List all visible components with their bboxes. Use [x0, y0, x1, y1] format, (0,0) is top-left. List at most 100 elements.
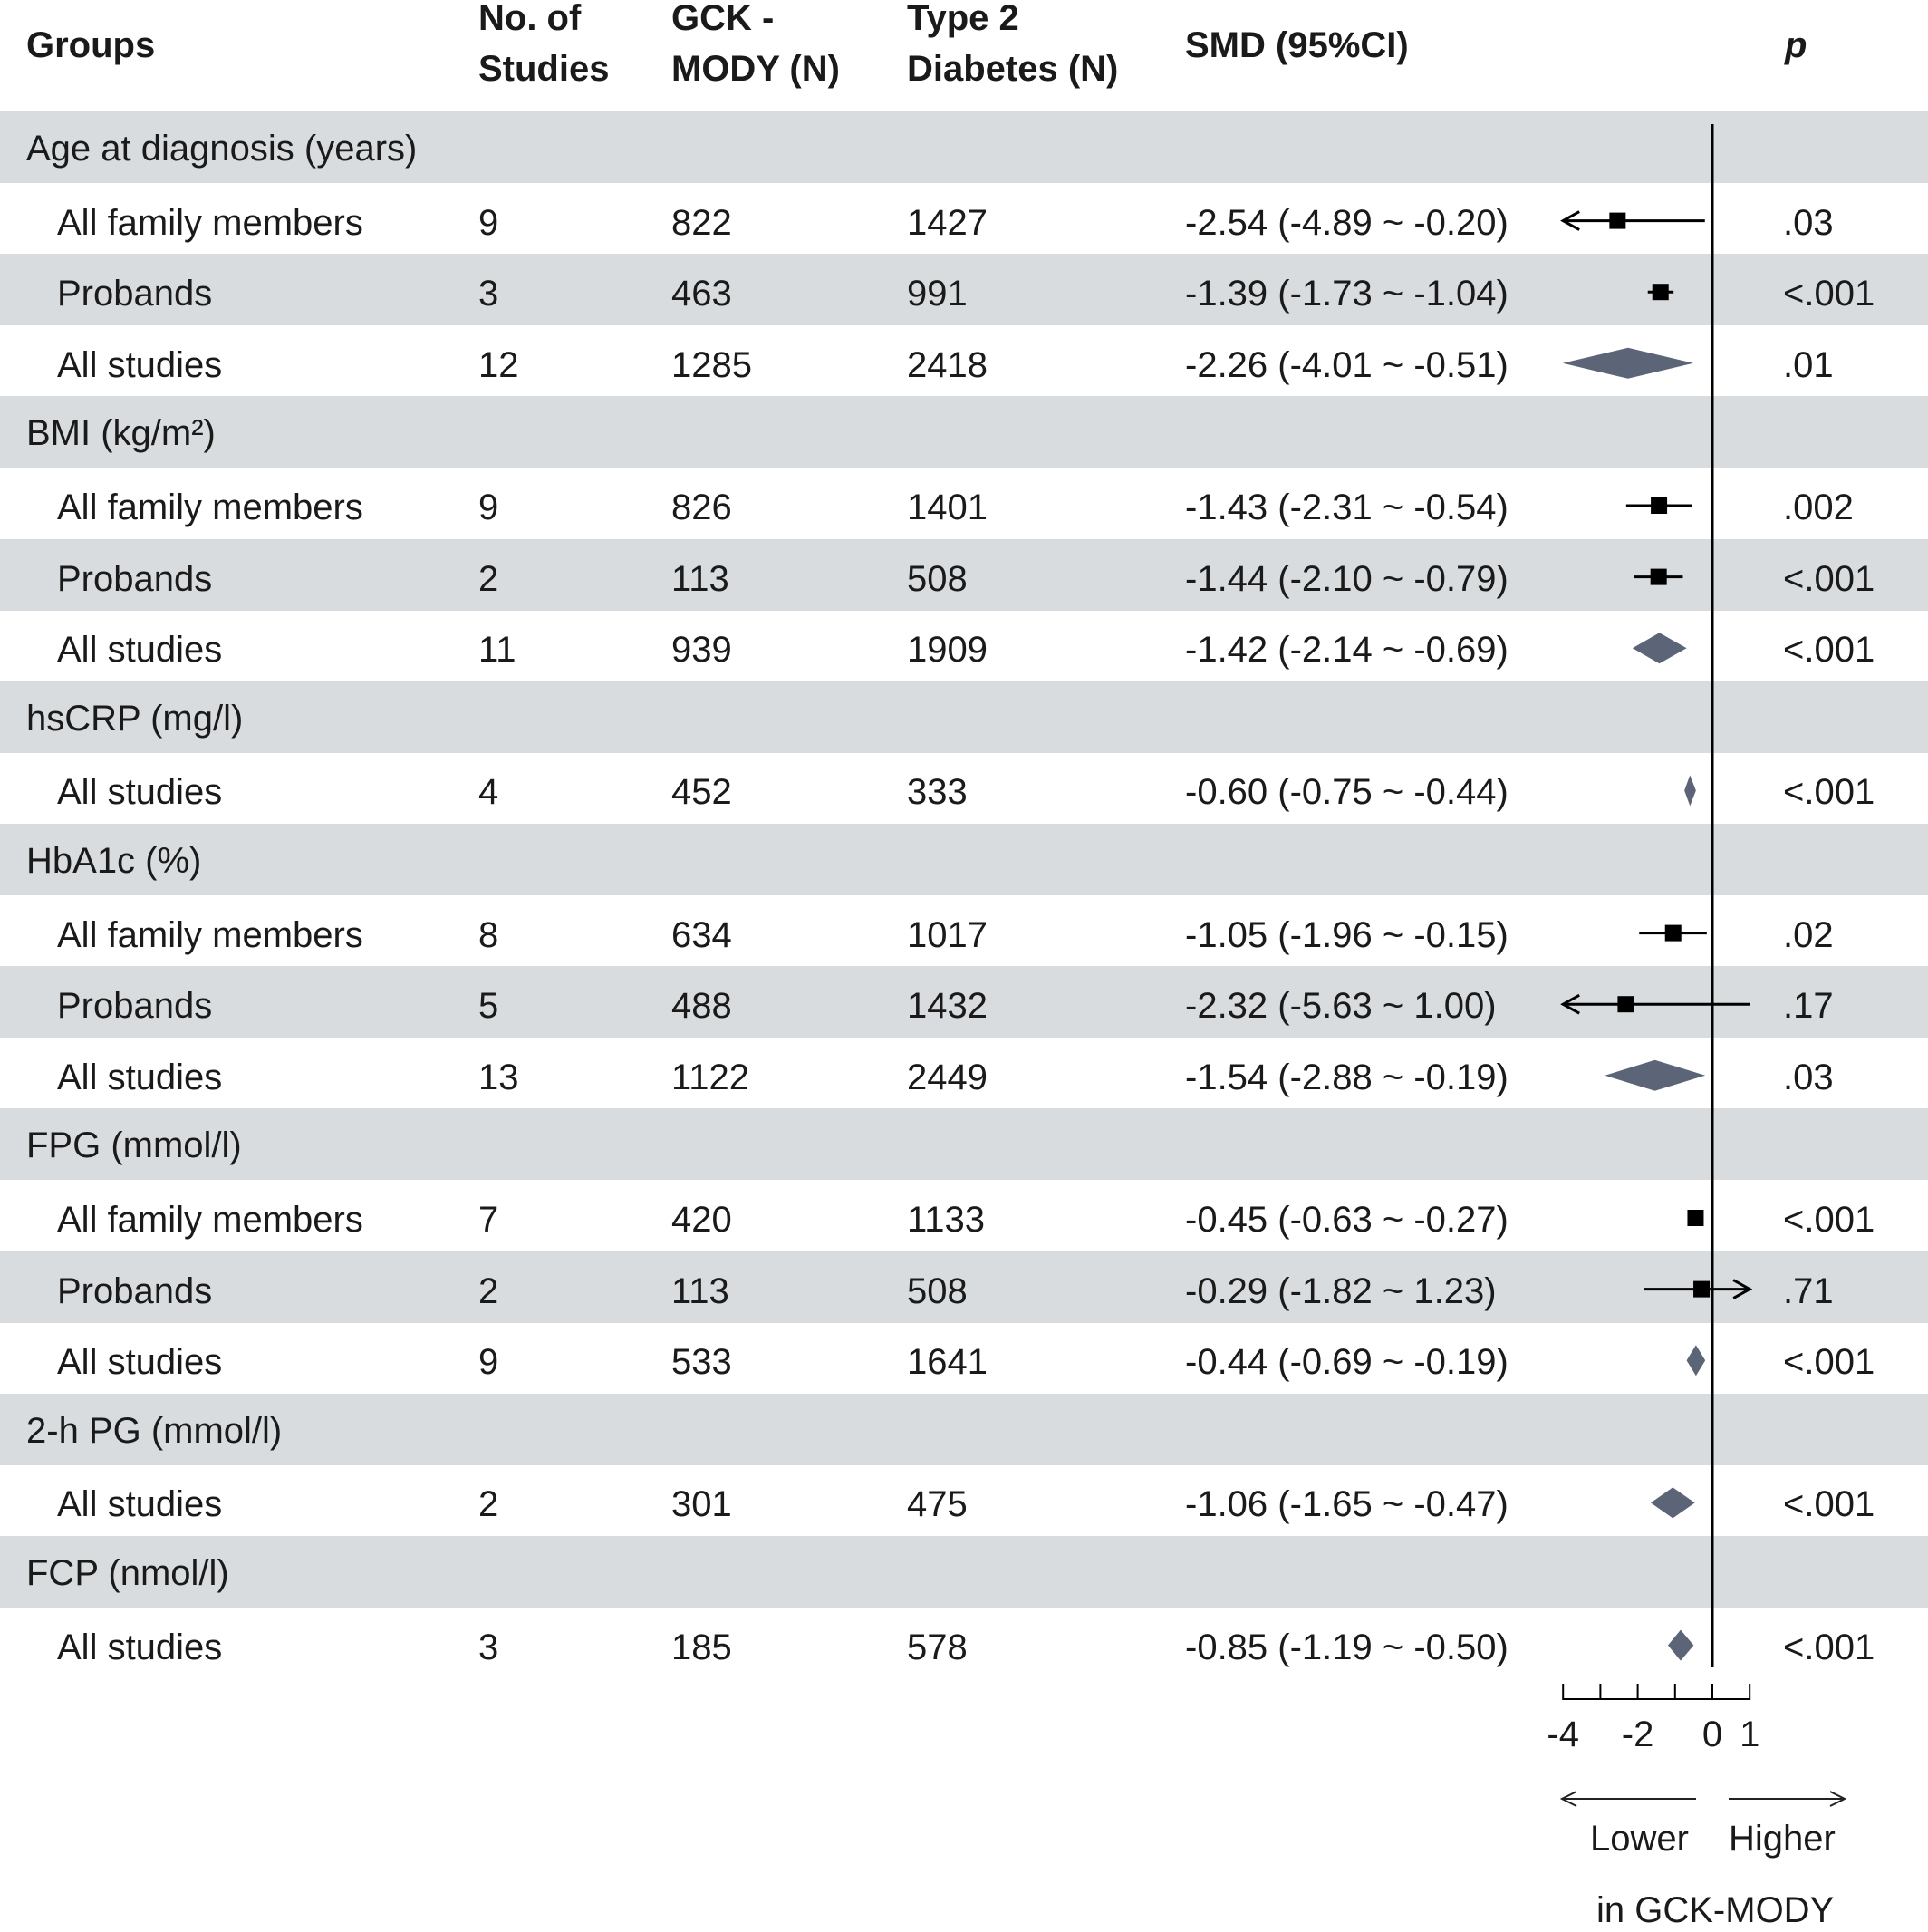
subgroup-label: All family members — [57, 488, 363, 527]
subgroup-label: All family members — [57, 1200, 363, 1240]
studies-cell: 4 — [478, 772, 499, 813]
header-studies-line2: Studies — [478, 49, 610, 89]
group-band — [0, 1393, 1928, 1465]
subgroup-label: All family members — [57, 202, 363, 243]
t2d-n-cell: 475 — [907, 1484, 968, 1525]
header-smd: SMD (95%CI) — [1185, 25, 1409, 65]
studies-cell: 3 — [478, 274, 499, 314]
p-value-cell: <.001 — [1783, 772, 1875, 813]
t2d-n-cell: 2449 — [907, 1057, 988, 1097]
group-band — [0, 824, 1928, 895]
header-t2d-line1: Type 2 — [907, 0, 1019, 38]
group-band — [0, 681, 1928, 753]
group-title: hsCRP (mg/l) — [26, 698, 244, 739]
smd-ci-cell: -2.26 (-4.01 ~ -0.51) — [1185, 344, 1509, 385]
subgroup-label: All studies — [57, 630, 223, 671]
direction-lower-label: Lower — [1590, 1819, 1689, 1859]
p-value-cell: .02 — [1783, 914, 1834, 955]
t2d-n-cell: 333 — [907, 772, 968, 813]
ci-arrow-right — [1732, 1279, 1753, 1299]
t2d-n-cell: 1017 — [907, 914, 988, 955]
group-title: 2-h PG (mmol/l) — [26, 1410, 283, 1451]
smd-ci-cell: -0.44 (-0.69 ~ -0.19) — [1185, 1342, 1509, 1383]
gck-mody-n-cell: 822 — [671, 202, 732, 243]
x-tick-label: -4 — [1547, 1715, 1579, 1754]
x-tick-label: -2 — [1622, 1715, 1654, 1754]
summary-diamond — [1686, 1345, 1706, 1377]
row-band — [0, 538, 1928, 611]
header-t2d: Type 2 Diabetes (N) — [907, 0, 1118, 94]
group-title: BMI (kg/m²) — [26, 413, 216, 454]
studies-cell: 12 — [478, 344, 519, 385]
t2d-n-cell: 1432 — [907, 986, 988, 1027]
p-value-cell: <.001 — [1783, 274, 1875, 314]
t2d-n-cell: 1909 — [907, 630, 988, 671]
t2d-n-cell: 1641 — [907, 1342, 988, 1383]
studies-cell: 13 — [478, 1057, 519, 1097]
direction-higher-label: Higher — [1729, 1819, 1836, 1859]
summary-diamond — [1684, 775, 1696, 807]
subgroup-label: All studies — [57, 772, 223, 813]
ci-arrow-left — [1560, 993, 1580, 1015]
higher-direction-arrow — [1729, 1791, 1847, 1807]
gck-mody-n-cell: 939 — [671, 630, 732, 671]
row-band — [0, 966, 1928, 1038]
header-gck-line1: GCK - — [671, 0, 775, 38]
point-estimate-square — [1652, 284, 1669, 301]
subgroup-label: All family members — [57, 914, 363, 955]
p-value-cell: .71 — [1783, 1270, 1834, 1311]
smd-ci-cell: -1.44 (-2.10 ~ -0.79) — [1185, 558, 1509, 599]
smd-ci-cell: -1.39 (-1.73 ~ -1.04) — [1185, 274, 1509, 314]
subgroup-label: Probands — [57, 274, 213, 314]
studies-cell: 2 — [478, 1484, 499, 1525]
p-value-cell: <.001 — [1783, 558, 1875, 599]
summary-diamond — [1632, 633, 1687, 664]
p-value-cell: .01 — [1783, 344, 1834, 385]
gck-mody-n-cell: 1285 — [671, 344, 752, 385]
studies-cell: 5 — [478, 986, 499, 1027]
smd-ci-cell: -0.45 (-0.63 ~ -0.27) — [1185, 1200, 1509, 1240]
gck-mody-n-cell: 113 — [671, 1270, 729, 1311]
group-title: FCP (nmol/l) — [26, 1553, 229, 1593]
subgroup-label: All studies — [57, 1057, 223, 1097]
t2d-n-cell: 1427 — [907, 202, 988, 243]
point-estimate-square — [1650, 568, 1667, 585]
gck-mody-n-cell: 634 — [671, 914, 732, 955]
summary-diamond — [1667, 1629, 1694, 1661]
gck-mody-n-cell: 1122 — [671, 1057, 750, 1097]
point-estimate-square — [1664, 924, 1682, 942]
subgroup-label: All studies — [57, 1627, 223, 1667]
header-p: p — [1785, 25, 1808, 65]
p-value-cell: <.001 — [1783, 1484, 1875, 1525]
studies-cell: 2 — [478, 558, 499, 599]
gck-mody-n-cell: 301 — [671, 1484, 732, 1525]
header-studies: No. of Studies — [478, 0, 609, 94]
lower-direction-arrow — [1559, 1791, 1696, 1807]
gck-mody-n-cell: 533 — [671, 1342, 732, 1383]
group-band — [0, 396, 1928, 469]
p-value-cell: .002 — [1783, 488, 1854, 527]
smd-ci-cell: -0.60 (-0.75 ~ -0.44) — [1185, 772, 1509, 813]
header-t2d-line2: Diabetes (N) — [907, 49, 1119, 89]
direction-subtitle: in GCK-MODY — [1596, 1890, 1835, 1930]
gck-mody-n-cell: 826 — [671, 488, 732, 527]
p-value-cell: .03 — [1783, 202, 1834, 243]
t2d-n-cell: 991 — [907, 274, 968, 314]
smd-ci-cell: -2.54 (-4.89 ~ -0.20) — [1185, 202, 1509, 243]
subgroup-label: All studies — [57, 1484, 223, 1525]
studies-cell: 11 — [478, 630, 516, 671]
point-estimate-square — [1651, 497, 1668, 514]
subgroup-label: All studies — [57, 344, 223, 385]
studies-cell: 2 — [478, 1270, 499, 1311]
group-band — [0, 111, 1928, 183]
studies-cell: 9 — [478, 202, 499, 243]
smd-ci-cell: -1.06 (-1.65 ~ -0.47) — [1185, 1484, 1509, 1525]
summary-diamond — [1562, 347, 1693, 379]
studies-cell: 3 — [478, 1627, 499, 1667]
p-value-cell: <.001 — [1783, 1627, 1875, 1667]
p-value-cell: <.001 — [1783, 1200, 1875, 1240]
t2d-n-cell: 2418 — [907, 344, 988, 385]
group-band — [0, 1108, 1928, 1181]
